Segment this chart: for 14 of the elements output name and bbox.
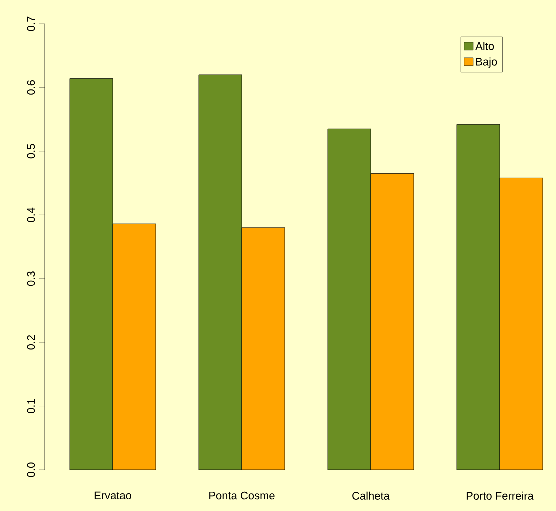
y-tick-label: 0.0 xyxy=(27,462,36,478)
x-tick-label: Ervatao xyxy=(94,492,132,500)
y-tick-label: 0.2 xyxy=(27,335,36,350)
y-tick-label: 0.5 xyxy=(27,144,36,159)
x-tick-label: Calheta xyxy=(352,492,390,500)
y-tick-label: 0.4 xyxy=(27,208,36,222)
y-tick-label: 0.7 xyxy=(27,16,36,32)
y-tick-label: 0.3 xyxy=(27,272,36,286)
y-tick-label: 0.1 xyxy=(27,399,36,414)
y-tick-label: 0.6 xyxy=(27,80,36,95)
x-tick-label: Porto Ferreira xyxy=(466,492,534,500)
legend-label: Bajo xyxy=(476,58,498,68)
x-tick-label: Ponta Cosme xyxy=(210,492,275,500)
legend-label: Alto xyxy=(476,42,494,50)
